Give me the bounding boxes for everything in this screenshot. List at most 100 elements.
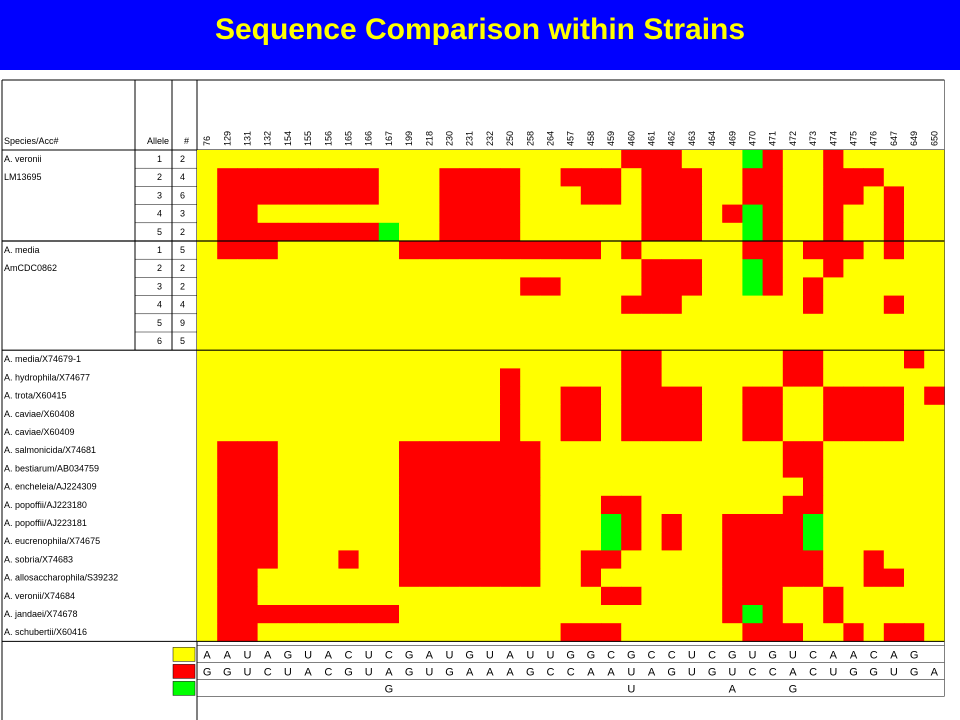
grid-cell	[621, 386, 642, 406]
position-label: 469	[727, 131, 737, 146]
legend-base: C	[809, 666, 817, 678]
grid-cell	[237, 222, 258, 242]
count-label: 2	[180, 227, 185, 237]
legend-base: A	[648, 666, 656, 678]
grid-cell	[419, 423, 440, 442]
grid-cell	[863, 259, 885, 278]
grid-cell	[318, 514, 339, 533]
grid-cell	[742, 259, 763, 278]
grid-cell	[479, 295, 501, 315]
grid-cell	[500, 459, 521, 478]
grid-cell	[540, 459, 561, 478]
grid-cell	[257, 514, 279, 533]
grid-cell	[277, 495, 299, 515]
grid-cell	[681, 168, 703, 187]
grid-cell	[237, 423, 258, 442]
grid-cell	[924, 550, 945, 569]
grid-cell	[277, 150, 299, 169]
grid-cell	[580, 368, 602, 387]
grid-cell	[318, 423, 339, 442]
grid-cell	[520, 441, 541, 460]
grid-cell	[722, 332, 743, 351]
grid-cell	[277, 568, 299, 588]
legend-base: U	[890, 666, 898, 678]
grid-cell	[823, 550, 844, 569]
legend-base: C	[607, 649, 615, 661]
grid-cell	[863, 404, 885, 424]
grid-cell	[621, 495, 642, 515]
grid-cell	[419, 568, 440, 588]
grid-cell	[601, 404, 622, 424]
grid-cell	[843, 222, 864, 242]
grid-cell	[681, 241, 703, 260]
grid-cell	[762, 386, 784, 406]
grid-cell	[722, 186, 743, 205]
grid-cell	[237, 313, 258, 333]
grid-cell	[742, 441, 763, 460]
grid-cell	[924, 423, 945, 442]
position-label: 458	[586, 131, 596, 146]
legend-base: A	[789, 666, 797, 678]
legend-base: C	[547, 666, 555, 678]
grid-cell	[358, 495, 380, 515]
grid-cell	[641, 332, 662, 351]
grid-cell	[883, 568, 905, 588]
grid-cell	[742, 241, 763, 260]
grid-cell	[904, 586, 925, 606]
grid-cell	[782, 313, 804, 333]
grid-cell	[702, 441, 723, 460]
grid-cell	[661, 586, 683, 606]
grid-cell	[883, 514, 905, 533]
grid-cell	[540, 441, 561, 460]
legend-base: U	[789, 649, 797, 661]
legend-base: G	[728, 649, 737, 661]
grid-cell	[197, 441, 218, 460]
grid-cell	[883, 313, 905, 333]
grid-cell	[217, 259, 238, 278]
grid-cell	[702, 186, 723, 205]
species-label: A. jandaei/X74678	[4, 609, 78, 619]
grid-cell	[358, 514, 380, 533]
grid-cell	[681, 368, 703, 387]
grid-cell	[399, 459, 420, 478]
grid-cell	[560, 514, 582, 533]
grid-cell	[641, 350, 662, 369]
grid-cell	[298, 423, 319, 442]
grid-cell	[439, 222, 460, 242]
grid-cell	[520, 350, 541, 369]
grid-cell	[439, 423, 460, 442]
grid-cell	[621, 259, 642, 278]
grid-cell	[702, 295, 723, 315]
legend-swatch-red	[172, 664, 196, 679]
grid-cell	[782, 532, 804, 551]
legend-base: U	[688, 649, 696, 661]
grid-cell	[601, 150, 622, 169]
grid-cell	[863, 586, 885, 606]
grid-cell	[762, 259, 784, 278]
grid-cell	[217, 295, 238, 315]
grid-cell	[217, 168, 238, 187]
title-bar: Sequence Comparison within Strains	[0, 0, 960, 70]
position-label: 165	[344, 131, 354, 146]
grid-cell	[661, 295, 683, 315]
grid-cell	[338, 532, 359, 551]
grid-cell	[399, 495, 420, 515]
grid-cell	[661, 277, 683, 296]
grid-cell	[681, 550, 703, 569]
grid-cell	[197, 605, 218, 624]
grid-cell	[742, 277, 763, 296]
grid-cell	[762, 295, 784, 315]
grid-cell	[621, 441, 642, 460]
grid-cell	[762, 313, 784, 333]
grid-cell	[742, 186, 763, 205]
grid-cell	[904, 368, 925, 387]
grid-cell	[742, 532, 763, 551]
legend-base: A	[325, 649, 333, 661]
legend-base: C	[648, 649, 656, 661]
grid-cell	[560, 586, 582, 606]
species-label: LM13695	[4, 172, 42, 182]
grid-cell	[500, 295, 521, 315]
legend-base: U	[749, 649, 757, 661]
grid-cell	[823, 423, 844, 442]
grid-cell	[520, 477, 541, 497]
